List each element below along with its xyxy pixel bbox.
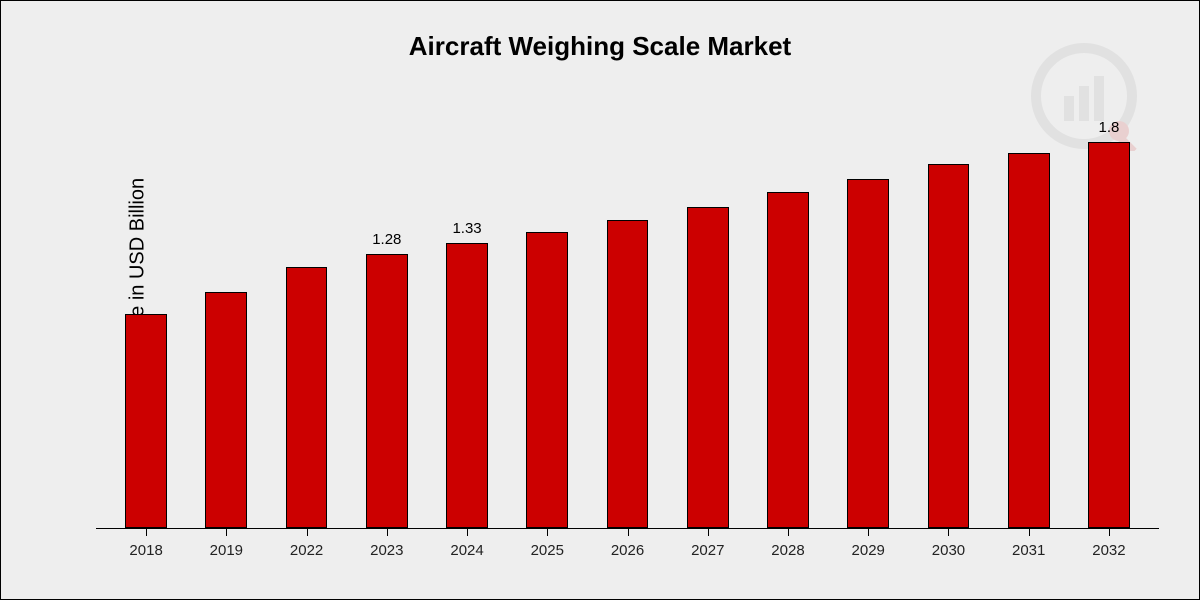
x-axis-label: 2029: [828, 542, 908, 559]
bar-slot: [908, 121, 988, 528]
x-tick: [708, 528, 709, 536]
x-axis-label: 2027: [668, 542, 748, 559]
x-tick: [628, 528, 629, 536]
x-tick: [1029, 528, 1030, 536]
bar: [1088, 142, 1130, 528]
bar-slot: [989, 121, 1069, 528]
bar: [125, 314, 167, 528]
bar-slot: [106, 121, 186, 528]
bar: [847, 179, 889, 528]
bar: [366, 254, 408, 528]
bar: [687, 207, 729, 528]
x-axis: 2018201920222023202420252026202720282029…: [96, 542, 1159, 559]
bar: [928, 164, 970, 528]
x-tick: [467, 528, 468, 536]
chart-title: Aircraft Weighing Scale Market: [1, 31, 1199, 62]
bar: [1008, 153, 1050, 528]
bar: [205, 292, 247, 528]
x-axis-label: 2028: [748, 542, 828, 559]
x-axis-label: 2032: [1069, 542, 1149, 559]
x-tick: [307, 528, 308, 536]
plot-area: 1.28 1.33 1.8: [96, 121, 1159, 529]
x-tick: [387, 528, 388, 536]
x-axis-label: 2023: [347, 542, 427, 559]
bar: [767, 192, 809, 528]
x-axis-label: 2031: [989, 542, 1069, 559]
bar-slot: [587, 121, 667, 528]
x-tick: [1109, 528, 1110, 536]
x-tick: [226, 528, 227, 536]
bar-slot: [748, 121, 828, 528]
bar-slot: 1.8: [1069, 121, 1149, 528]
x-axis-label: 2024: [427, 542, 507, 559]
x-axis-label: 2018: [106, 542, 186, 559]
x-axis-label: 2019: [186, 542, 266, 559]
bar-slot: 1.33: [427, 121, 507, 528]
x-tick: [868, 528, 869, 536]
bars-group: 1.28 1.33 1.8: [96, 121, 1159, 528]
bar-value-label: 1.33: [452, 220, 481, 237]
x-axis-label: 2022: [266, 542, 346, 559]
bar-value-label: 1.28: [372, 231, 401, 248]
bar-slot: 1.28: [347, 121, 427, 528]
x-tick: [788, 528, 789, 536]
bar-slot: [828, 121, 908, 528]
bar-value-label: 1.8: [1098, 119, 1119, 136]
bar-slot: [507, 121, 587, 528]
x-tick: [146, 528, 147, 536]
bar: [526, 232, 568, 528]
x-tick: [948, 528, 949, 536]
bar: [607, 220, 649, 528]
bar: [446, 243, 488, 528]
x-tick: [547, 528, 548, 536]
chart-container: Aircraft Weighing Scale Market Market Va…: [0, 0, 1200, 600]
bar-slot: [668, 121, 748, 528]
bar-slot: [266, 121, 346, 528]
x-axis-label: 2025: [507, 542, 587, 559]
x-axis-label: 2030: [908, 542, 988, 559]
bar-slot: [186, 121, 266, 528]
bar: [286, 267, 328, 528]
x-axis-label: 2026: [587, 542, 667, 559]
